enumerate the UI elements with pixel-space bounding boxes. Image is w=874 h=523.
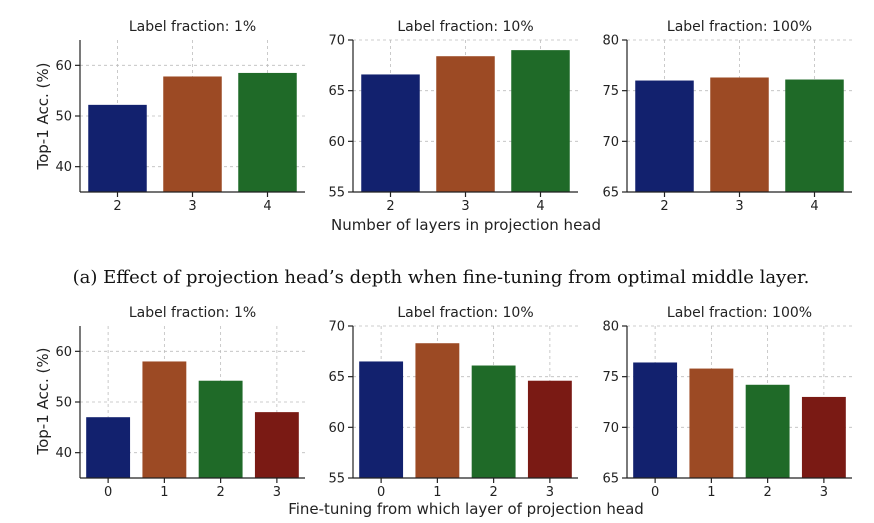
y-tick-label: 70 [328,320,345,335]
x-tick-label: 2 [660,199,668,214]
x-tick-label: 3 [735,199,743,214]
bar-1 [415,343,460,478]
bar-3 [527,380,572,478]
chart-panel-3: 65 70 75 80 2 3 4 Label fraction: 100% [602,19,852,214]
y-tick-label: 70 [602,421,619,436]
y-tick-label: 60 [55,345,72,360]
x-tick-label: 3 [546,485,554,500]
bar-1 [689,368,734,478]
bar-4 [238,72,297,192]
x-tick-label: 2 [386,199,394,214]
y-tick-label: 75 [602,84,619,99]
x-tick-label: 4 [263,199,271,214]
chart-panel-5: 55 60 65 70 0 1 2 3 Label fraction: 10% [328,305,578,500]
chart-panel-2: 55 60 65 70 2 3 4 Label fraction: 10% [328,19,578,214]
x-tick-label: 2 [489,485,497,500]
y-tick-label: 65 [328,370,345,385]
chart-title: Label fraction: 100% [667,305,812,321]
x-tick-label: 3 [273,485,281,500]
bar-2 [471,365,516,478]
x-tick-label: 0 [377,485,385,500]
y-tick-label: 55 [328,472,345,487]
chart-title: Label fraction: 10% [397,305,533,321]
bar-3 [710,77,769,192]
y-tick-label: 60 [328,135,345,150]
bar-2 [88,104,147,192]
bar-3 [254,412,299,478]
y-tick-label: 50 [55,396,72,411]
x-axis-label-row-2: Fine-tuning from which layer of projecti… [288,500,644,518]
y-tick-label: 75 [602,370,619,385]
y-tick-label: 60 [55,59,72,74]
y-tick-label: 65 [602,472,619,487]
bar-3 [801,396,846,478]
bar-2 [745,384,790,478]
caption-a: (a) Effect of projection head’s depth wh… [73,267,810,288]
bar-0 [359,361,404,478]
bar-3 [163,76,222,192]
y-tick-label: 55 [328,186,345,201]
y-tick-label: 70 [328,34,345,49]
x-tick-label: 1 [160,485,168,500]
chart-title: Label fraction: 10% [397,19,533,35]
chart-title: Label fraction: 100% [667,19,812,35]
y-tick-label: 80 [602,320,619,335]
x-tick-label: 3 [820,485,828,500]
bar-2 [198,380,243,478]
y-axis-label-row-1: Top-1 Acc. (%) [34,62,52,170]
chart-title: Label fraction: 1% [129,305,256,321]
x-tick-label: 3 [188,199,196,214]
bar-0 [86,417,131,478]
x-tick-label: 2 [113,199,121,214]
chart-panel-1: 40 50 60 2 3 4 Label fraction: 1% [55,19,305,214]
y-tick-label: 80 [602,34,619,49]
chart-title: Label fraction: 1% [129,19,256,35]
bar-4 [785,79,844,192]
y-axis-label-row-2: Top-1 Acc. (%) [34,347,52,455]
chart-panel-4: 40 50 60 0 1 2 3 Label fraction: 1% [55,305,305,500]
bar-2 [361,74,420,192]
bar-4 [511,50,570,193]
x-tick-label: 1 [433,485,441,500]
y-tick-label: 65 [328,84,345,99]
y-tick-label: 40 [55,446,72,461]
x-tick-label: 4 [536,199,544,214]
y-tick-label: 50 [55,110,72,125]
x-tick-label: 2 [763,485,771,500]
y-tick-label: 70 [602,135,619,150]
y-tick-label: 65 [602,186,619,201]
y-tick-label: 60 [328,421,345,436]
x-tick-label: 0 [651,485,659,500]
bar-2 [635,80,694,192]
chart-panel-6: 65 70 75 80 0 1 2 3 Label fraction: 100% [602,305,852,500]
bar-1 [142,361,187,478]
x-tick-label: 3 [461,199,469,214]
bar-0 [633,362,678,478]
x-tick-label: 2 [216,485,224,500]
x-axis-label-row-1: Number of layers in projection head [331,216,601,234]
x-tick-label: 1 [707,485,715,500]
y-tick-label: 40 [55,160,72,175]
bar-3 [436,56,495,192]
x-tick-label: 0 [104,485,112,500]
x-tick-label: 4 [810,199,818,214]
